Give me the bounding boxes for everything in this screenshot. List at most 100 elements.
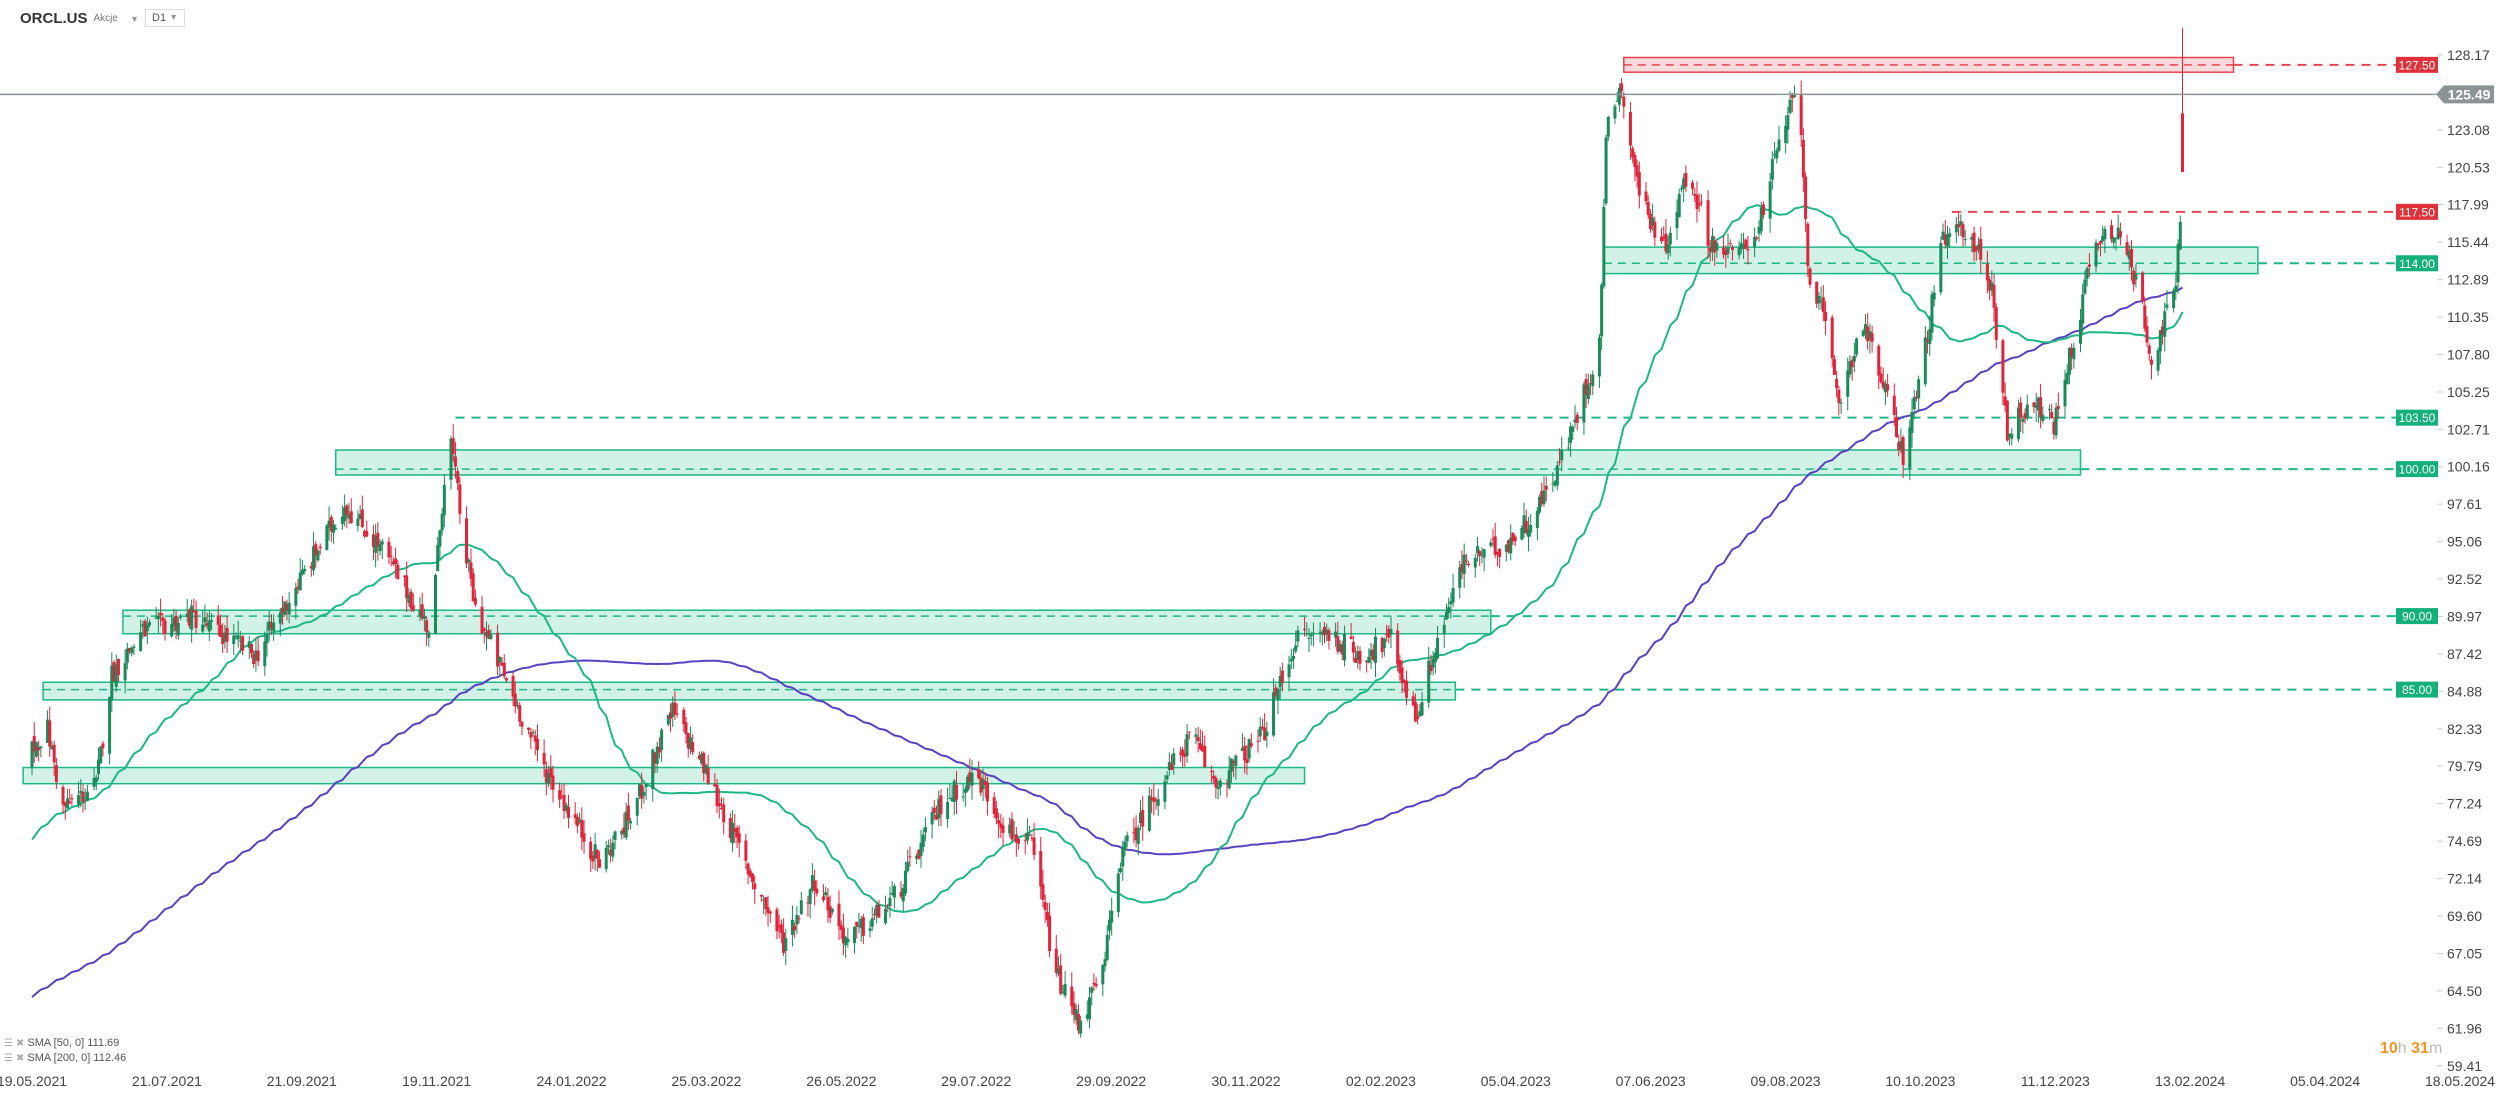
candle-body (1912, 397, 1916, 410)
candle-body (1837, 389, 1841, 403)
candle-body (1056, 968, 1060, 975)
candle-body (782, 932, 786, 953)
candle-body (221, 634, 225, 644)
candle-body (1358, 651, 1362, 664)
candle-body (1806, 223, 1810, 267)
candle-body (1307, 637, 1311, 639)
candle-body (1232, 761, 1236, 764)
settings-icon[interactable]: ☰ (4, 1037, 13, 1049)
chevron-down-icon[interactable]: ▼ (129, 13, 139, 24)
candle-body (1788, 99, 1792, 113)
candle-body (387, 541, 391, 558)
candle-body (1229, 758, 1233, 772)
candle-body (1979, 238, 1983, 260)
candle-body (1808, 268, 1812, 285)
candle-body (1755, 237, 1759, 239)
settings-icon[interactable]: ☰ (4, 1052, 13, 1064)
candle-body (766, 907, 770, 913)
candle-body (691, 742, 695, 753)
candle-body (254, 650, 258, 661)
candle-body (1739, 243, 1743, 250)
candle-body (327, 520, 331, 528)
candle-body (2161, 326, 2165, 335)
candle-body (130, 647, 134, 654)
candle-body (595, 849, 599, 859)
legend-sma-200[interactable]: ☰ ✖ SMA [200, 0] 112.46 (4, 1052, 126, 1064)
candle-body (325, 525, 329, 551)
candle-body (2114, 237, 2118, 240)
candle-body (1728, 243, 1732, 245)
candle-body (1863, 324, 1867, 334)
y-tick-label: 95.06 (2447, 534, 2482, 550)
candle-body (2005, 400, 2009, 441)
candle-body (1371, 649, 1375, 660)
candle-body (764, 897, 768, 909)
candle-body (704, 764, 708, 774)
candle-body (598, 859, 602, 868)
candle-body (779, 924, 783, 933)
candle-body (1604, 137, 1608, 204)
legend-sma-50[interactable]: ☰ ✖ SMA [50, 0] 111.69 (4, 1037, 119, 1049)
candle-body (81, 791, 85, 803)
candle-body (482, 628, 486, 631)
candle-body (207, 620, 211, 632)
candle-body (547, 773, 551, 784)
candle-body (1651, 217, 1655, 226)
candle-body (2101, 235, 2105, 242)
x-tick-label: 19.05.2021 (0, 1073, 67, 1089)
candle-body (737, 833, 741, 843)
symbol-header[interactable]: ORCL.US Akcje ▼ (20, 10, 139, 27)
candle-body (2147, 345, 2151, 354)
candle-body (562, 794, 566, 811)
candle-body (1653, 221, 1657, 238)
candle-body (347, 514, 351, 519)
candle-body (2008, 433, 2012, 437)
candle-body (420, 604, 424, 619)
candle-body (1926, 339, 1930, 342)
candle-body (1668, 232, 1672, 245)
candle-body (1072, 1002, 1076, 1015)
candle-body (1240, 747, 1244, 751)
candle-body (402, 575, 406, 577)
candle-body (425, 620, 429, 633)
candle-body (303, 569, 307, 572)
candle-body (731, 822, 735, 844)
candle-body (613, 831, 617, 840)
candle-body (1511, 532, 1515, 542)
candle-body (1730, 247, 1734, 250)
x-tick-label: 26.05.2022 (806, 1073, 876, 1089)
candle-body (573, 814, 577, 818)
candle-body (1535, 510, 1539, 529)
candle-body (2016, 407, 2020, 440)
candle-body (139, 632, 143, 651)
candle-body (68, 801, 72, 804)
candle-body (396, 564, 400, 580)
candle-body (979, 777, 983, 793)
candle-body (1416, 716, 1420, 720)
candle-body (722, 804, 726, 823)
candle-body (1061, 991, 1065, 993)
candles (30, 28, 2184, 1038)
y-tick-label: 77.24 (2447, 796, 2482, 812)
x-tick-label: 21.07.2021 (132, 1073, 202, 1089)
candle-body (2056, 406, 2060, 410)
candle-body (2156, 350, 2160, 371)
candle-body (1309, 634, 1313, 637)
candle-body (332, 524, 336, 533)
candle-body (1094, 983, 1098, 987)
candle-body (1201, 745, 1205, 752)
close-icon[interactable]: ✖ (15, 1037, 25, 1049)
candle-body (2094, 242, 2098, 267)
close-icon[interactable]: ✖ (15, 1052, 25, 1064)
candle-body (281, 607, 285, 614)
candle-body (872, 913, 876, 915)
candle-body (422, 615, 426, 619)
candle-body (1695, 194, 1699, 210)
candle-body (2172, 290, 2176, 308)
timeframe-select[interactable]: D1 ▼ (145, 9, 185, 27)
candle-body (1107, 919, 1111, 931)
candle-body (1555, 465, 1559, 486)
candle-body (1431, 658, 1435, 668)
candle-body (2032, 402, 2036, 408)
